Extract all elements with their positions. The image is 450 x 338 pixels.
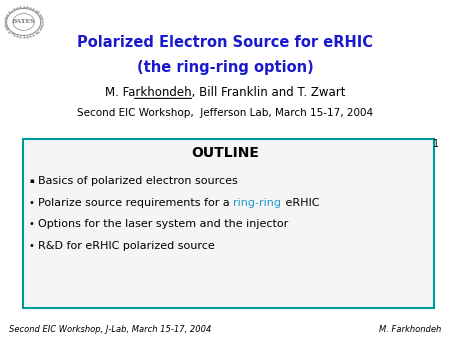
Text: ring-ring: ring-ring	[234, 198, 282, 208]
Text: M. Farkhondeh, Bill Franklin and T. Zwart: M. Farkhondeh, Bill Franklin and T. Zwar…	[105, 86, 345, 99]
Text: Polarized Electron Source for eRHIC: Polarized Electron Source for eRHIC	[77, 35, 373, 50]
Text: Polarize source requirements for a: Polarize source requirements for a	[38, 198, 234, 208]
Text: ▪: ▪	[29, 178, 34, 184]
Text: Second EIC Workshop,  Jefferson Lab, March 15-17, 2004: Second EIC Workshop, Jefferson Lab, Marc…	[77, 107, 373, 118]
Text: (the ring-ring option): (the ring-ring option)	[137, 60, 313, 75]
FancyBboxPatch shape	[22, 139, 434, 308]
Text: eRHIC: eRHIC	[282, 198, 319, 208]
Text: •: •	[28, 219, 35, 229]
Text: Options for the laser system and the injector: Options for the laser system and the inj…	[38, 219, 288, 229]
Text: BATES: BATES	[12, 20, 36, 24]
Text: Second EIC Workshop, J-Lab, March 15-17, 2004: Second EIC Workshop, J-Lab, March 15-17,…	[9, 325, 211, 334]
Text: M. Farkhondeh: M. Farkhondeh	[379, 325, 441, 334]
Text: •: •	[28, 198, 35, 208]
Text: Basics of polarized electron sources: Basics of polarized electron sources	[38, 176, 238, 186]
Text: OUTLINE: OUTLINE	[191, 146, 259, 160]
Text: •: •	[28, 241, 35, 251]
Text: 1: 1	[432, 139, 439, 149]
Text: R&D for eRHIC polarized source: R&D for eRHIC polarized source	[38, 241, 215, 251]
